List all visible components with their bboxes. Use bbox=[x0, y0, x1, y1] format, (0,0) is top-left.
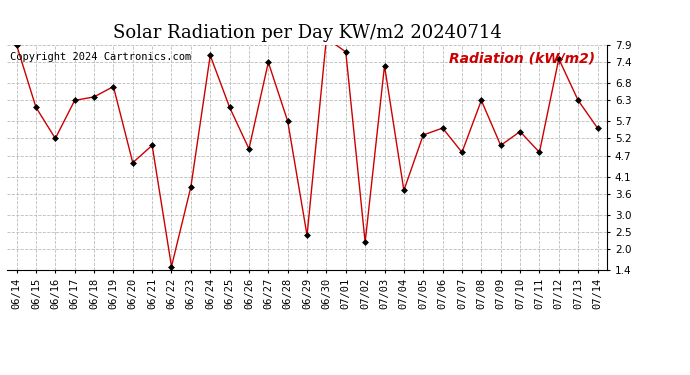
Text: Radiation (kW/m2): Radiation (kW/m2) bbox=[449, 52, 595, 66]
Title: Solar Radiation per Day KW/m2 20240714: Solar Radiation per Day KW/m2 20240714 bbox=[112, 24, 502, 42]
Text: Copyright 2024 Cartronics.com: Copyright 2024 Cartronics.com bbox=[10, 52, 191, 62]
